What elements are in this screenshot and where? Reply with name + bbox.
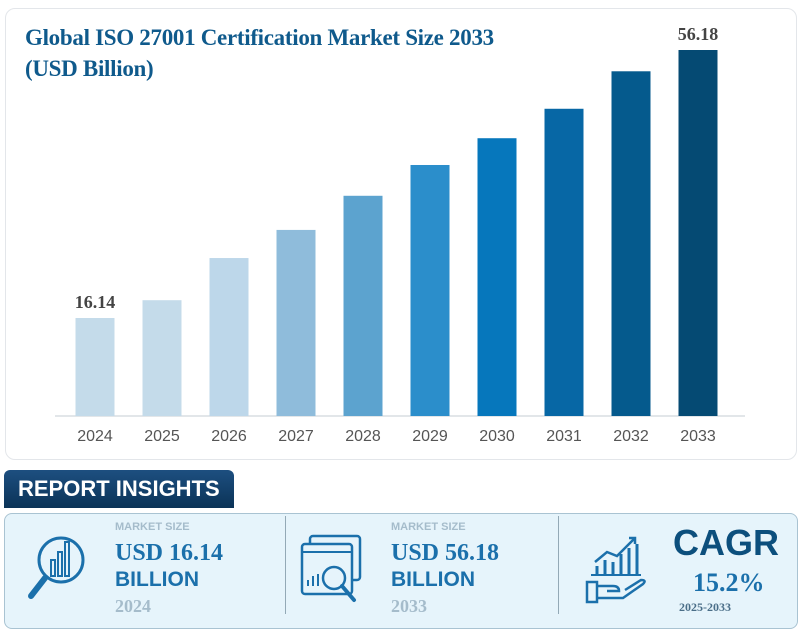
bar-2030 (477, 138, 517, 416)
x-tick-label: 2025 (144, 428, 180, 445)
insight-cagr: CAGR 15.2% 2025-2033 (559, 514, 797, 628)
x-tick-label: 2029 (412, 428, 448, 445)
report-analysis-icon (300, 534, 362, 602)
x-tick-label: 2032 (613, 428, 649, 445)
x-tick-label: 2033 (680, 428, 716, 445)
divider (285, 516, 286, 614)
magnifier-chart-icon (28, 536, 85, 599)
bar-2028 (343, 195, 383, 416)
insight-value: USD 56.18 (391, 540, 500, 566)
chart-card (5, 8, 797, 460)
cagr-value: 15.2% (693, 568, 765, 597)
bar-2031 (544, 108, 584, 417)
cagr-label: CAGR (673, 522, 779, 563)
insight-value: USD 16.14 (115, 540, 224, 566)
bar-2029 (410, 164, 450, 416)
bar-2024 (75, 318, 115, 416)
insights-panel: MARKET SIZE USD 16.14 BILLION 2024 MARKE… (4, 513, 798, 629)
x-tick-label: 2026 (211, 428, 247, 445)
insight-year: 2033 (391, 596, 427, 616)
data-label: 56.18 (678, 24, 719, 44)
data-label: 16.14 (75, 292, 116, 312)
insight-year: 2024 (115, 596, 151, 616)
bar-2027 (276, 229, 316, 416)
chart-title: Global ISO 27001 Certification Market Si… (25, 25, 494, 81)
x-tick-label: 2028 (345, 428, 381, 445)
growth-hand-icon (585, 536, 646, 604)
report-insights-heading: REPORT INSIGHTS (4, 470, 234, 508)
insight-label: MARKET SIZE (391, 521, 466, 533)
bar-2032 (611, 71, 651, 417)
bar-chart: 2024 16.14 2025 2026 2027 2028 2029 2030 2031 203… (55, 24, 745, 445)
insight-unit: BILLION (115, 568, 199, 591)
bar-2025 (142, 300, 182, 416)
x-tick-label: 2031 (546, 428, 582, 445)
bar-2033 (678, 50, 718, 416)
insight-label: MARKET SIZE (115, 521, 190, 533)
divider (558, 516, 559, 614)
insight-unit: BILLION (391, 568, 475, 591)
insight-market-size-2024: MARKET SIZE USD 16.14 BILLION 2024 (5, 514, 285, 628)
cagr-period: 2025-2033 (679, 600, 731, 614)
insight-market-size-2033: MARKET SIZE USD 56.18 BILLION 2033 (286, 514, 558, 628)
x-tick-label: 2030 (479, 428, 515, 445)
x-tick-label: 2027 (278, 428, 314, 445)
x-tick-label: 2024 (77, 428, 113, 445)
bar-2026 (209, 258, 249, 416)
